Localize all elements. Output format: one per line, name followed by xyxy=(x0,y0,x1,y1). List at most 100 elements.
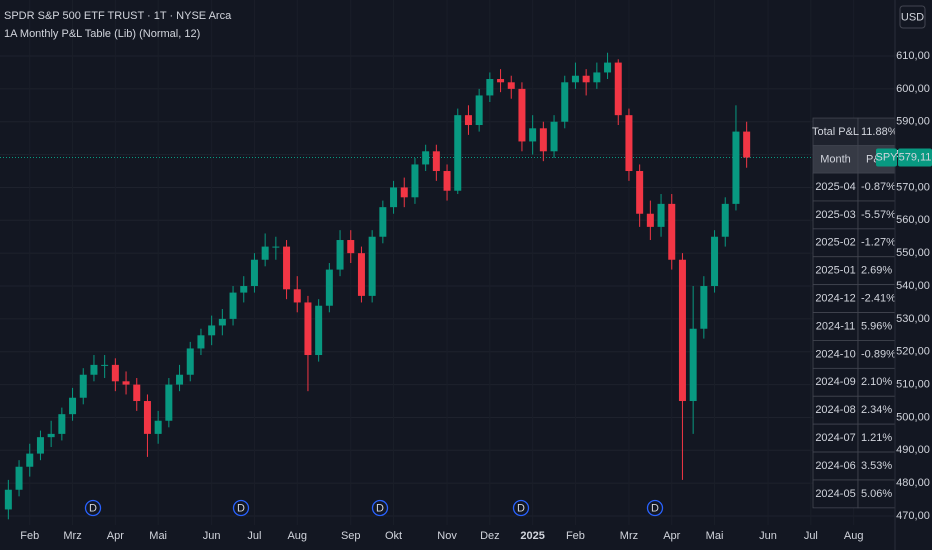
candle-body xyxy=(464,115,472,126)
table-pnl: 1.21% xyxy=(861,432,892,444)
table-pnl: 2.69% xyxy=(861,265,892,277)
candle-body xyxy=(657,203,665,227)
table-month: 2024-08 xyxy=(815,404,855,416)
candle-body xyxy=(347,240,355,254)
table-cell xyxy=(857,479,901,509)
y-tick-label: 530,00 xyxy=(896,313,930,325)
table-pnl: 5.96% xyxy=(861,320,892,332)
table-month: 2024-11 xyxy=(816,320,856,332)
candle-body xyxy=(486,79,494,96)
candle-body xyxy=(614,62,622,116)
candle-body xyxy=(36,437,44,454)
symbol-label: SPY xyxy=(875,151,898,163)
candle-body xyxy=(143,401,151,434)
y-tick-label: 480,00 xyxy=(896,477,930,489)
candle-body xyxy=(604,62,612,73)
dividend-marker xyxy=(84,499,102,517)
table-cell xyxy=(857,284,901,313)
candle-body xyxy=(176,374,184,385)
candle-body xyxy=(668,203,676,260)
candle-body xyxy=(325,269,333,306)
candle-body xyxy=(58,414,66,434)
table-month: 2024-07 xyxy=(815,432,855,444)
candle-body xyxy=(186,348,194,375)
x-tick-label: 2025 xyxy=(520,530,544,542)
table-cell xyxy=(812,284,859,313)
candle-body xyxy=(79,374,87,398)
table-pnl: -2.41% xyxy=(861,293,896,305)
table-pnl: 3.53% xyxy=(861,460,892,472)
candle-body xyxy=(240,286,248,293)
dividend-marker xyxy=(371,499,389,517)
candle-body xyxy=(593,72,601,83)
price-axis xyxy=(895,0,932,550)
candle-body xyxy=(636,171,644,214)
x-tick-label: Nov xyxy=(437,530,457,542)
y-tick-label: 540,00 xyxy=(896,280,930,292)
dividend-label: D xyxy=(89,502,97,514)
dividend-label: D xyxy=(237,502,245,514)
candle-body xyxy=(197,335,205,349)
candle-body xyxy=(732,131,740,204)
candle-body xyxy=(218,318,226,326)
chart-title: SPDR S&P 500 ETF TRUST · 1T · NYSE Arca xyxy=(4,10,232,22)
candle-body xyxy=(15,466,23,490)
x-tick-label: Okt xyxy=(385,530,402,542)
table-month: 2025-04 xyxy=(815,181,855,193)
candle-body xyxy=(154,420,162,434)
x-tick-label: Aug xyxy=(844,530,864,542)
candle-body xyxy=(400,187,408,198)
table-cell xyxy=(857,200,901,230)
candle-body xyxy=(422,151,430,165)
table-cell xyxy=(857,340,901,369)
candle-body xyxy=(518,88,526,142)
x-tick-label: Jul xyxy=(804,530,818,542)
candle-body xyxy=(111,364,119,382)
candle-body xyxy=(379,207,387,237)
candle-body xyxy=(47,433,55,438)
candle-body xyxy=(646,213,654,227)
x-tick-label: Mrz xyxy=(620,530,638,542)
table-header: Month xyxy=(820,153,851,165)
table-month: 2025-02 xyxy=(815,237,855,249)
candle-body xyxy=(261,246,269,260)
candle-body xyxy=(411,164,419,198)
candle-body xyxy=(101,364,109,366)
dividend-marker xyxy=(512,499,530,517)
table-month: 2024-09 xyxy=(815,376,855,388)
y-tick-label: 590,00 xyxy=(896,116,930,128)
y-tick-label: 520,00 xyxy=(896,346,930,358)
currency-button[interactable] xyxy=(899,5,926,29)
y-tick-label: 570,00 xyxy=(896,181,930,193)
last-price-label: 579,11 xyxy=(899,151,932,163)
y-tick-label: 470,00 xyxy=(896,510,930,522)
table-cell xyxy=(857,117,901,147)
table-month: 2024-12 xyxy=(815,293,855,305)
x-tick-label: Sep xyxy=(341,530,361,542)
x-tick-label: Aug xyxy=(287,530,307,542)
last-price-tag xyxy=(898,148,932,167)
candle-body xyxy=(368,236,376,296)
candle-body xyxy=(304,302,312,356)
x-tick-label: Mai xyxy=(706,530,724,542)
dividend-label: D xyxy=(517,502,525,514)
y-tick-label: 610,00 xyxy=(896,50,930,62)
candle-body xyxy=(678,259,686,402)
x-tick-label: Jun xyxy=(203,530,221,542)
y-tick-label: 560,00 xyxy=(896,214,930,226)
table-pnl: -0.87% xyxy=(861,181,896,193)
table-cell xyxy=(857,228,901,258)
y-tick-label: 550,00 xyxy=(896,247,930,259)
table-pnl: 2.34% xyxy=(861,404,892,416)
y-tick-label: 600,00 xyxy=(896,83,930,95)
candle-body xyxy=(250,259,258,287)
table-month: 2024-06 xyxy=(815,460,855,472)
candle-body xyxy=(336,240,344,270)
x-tick-label: Apr xyxy=(663,530,680,542)
table-cell xyxy=(857,451,901,481)
table-pnl: -5.57% xyxy=(861,209,896,221)
currency-label[interactable]: USD xyxy=(901,11,924,23)
candle-body xyxy=(165,384,173,421)
